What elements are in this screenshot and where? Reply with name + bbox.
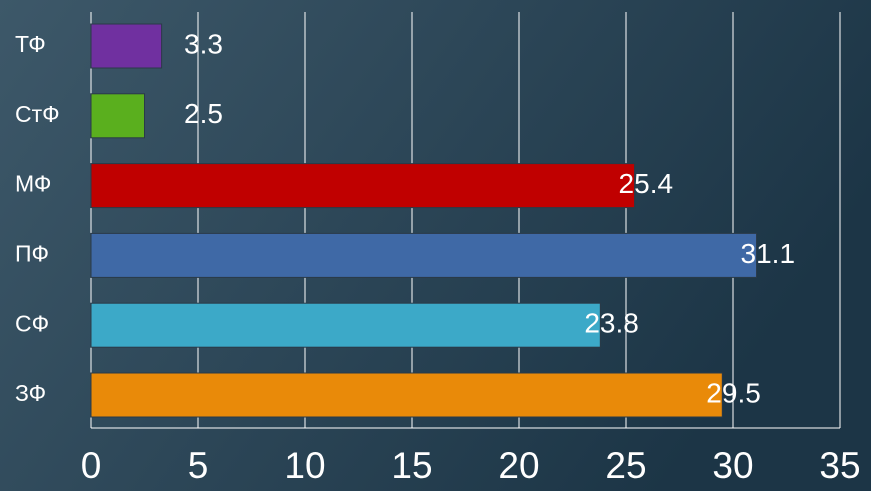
bar bbox=[90, 232, 758, 278]
y-tick-label: ЗФ bbox=[15, 380, 46, 406]
y-tick-label: ПФ bbox=[15, 240, 49, 266]
bar bbox=[90, 93, 145, 139]
x-tick-label: 20 bbox=[498, 445, 539, 486]
x-tick-label: 30 bbox=[712, 445, 753, 486]
y-tick-label: ТФ bbox=[15, 31, 46, 57]
x-tick-label: 35 bbox=[819, 445, 860, 486]
x-tick-label: 25 bbox=[605, 445, 646, 486]
x-tick-label: 15 bbox=[391, 445, 432, 486]
value-label: 3.3 bbox=[184, 28, 223, 59]
x-tick-label: 5 bbox=[188, 445, 209, 486]
y-tick-label: СтФ bbox=[15, 101, 60, 127]
value-label: 25.4 bbox=[619, 168, 674, 199]
y-tick-label: СФ bbox=[15, 310, 49, 336]
value-label: 29.5 bbox=[706, 377, 761, 408]
bar bbox=[90, 302, 601, 348]
x-tick-label: 0 bbox=[81, 445, 102, 486]
y-tick-label: МФ bbox=[15, 171, 51, 197]
value-label: 31.1 bbox=[741, 238, 796, 269]
value-label: 23.8 bbox=[584, 308, 639, 339]
x-tick-label: 10 bbox=[284, 445, 325, 486]
bar bbox=[90, 23, 163, 69]
bar bbox=[90, 163, 636, 209]
bar bbox=[90, 372, 723, 418]
value-label: 2.5 bbox=[184, 98, 223, 129]
